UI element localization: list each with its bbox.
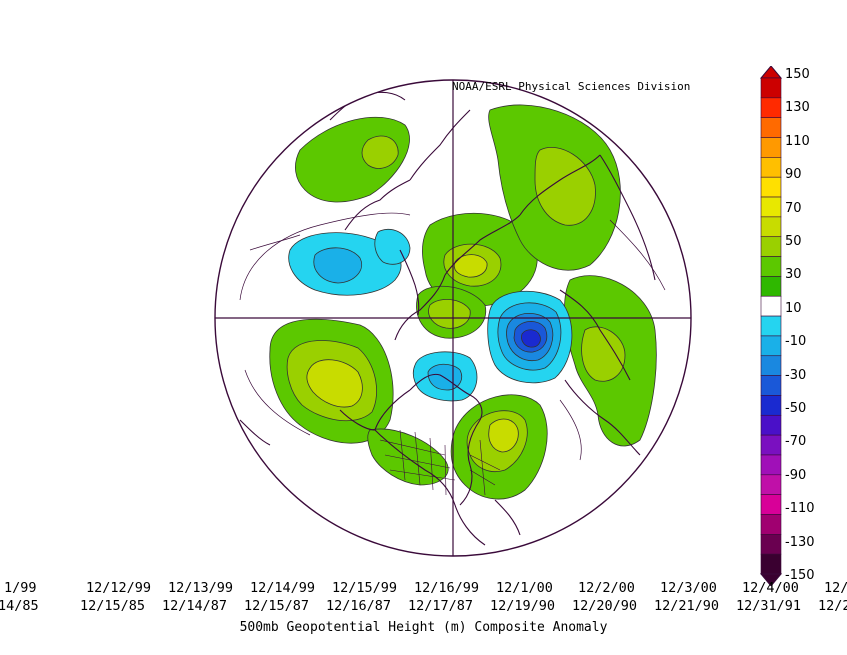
date-label: 12/2/00	[578, 580, 635, 596]
date-label: 12/2	[818, 598, 847, 614]
colorbar-label: -90	[785, 467, 807, 483]
map-boundary	[214, 79, 692, 557]
positive-anomaly-greenland	[416, 212, 538, 339]
date-label: 12/14/99	[250, 580, 316, 596]
colorbar-label: 130	[785, 100, 810, 116]
colorbar-label: 70	[785, 200, 802, 216]
colorbar-swatch	[760, 276, 782, 297]
colorbar-label: 30	[785, 267, 802, 283]
date-label: 12/4/00	[742, 580, 799, 596]
colorbar-swatch	[760, 553, 782, 575]
date-label: 14/85	[0, 598, 39, 614]
date-label: 12/15/87	[244, 598, 310, 614]
colorbar-label: -110	[785, 501, 815, 517]
colorbar-swatch	[760, 315, 782, 337]
dates-row-1: 1/99 12/12/99 12/13/99 12/14/99 12/15/99 12/1…	[0, 580, 847, 598]
date-label: 12/1/00	[496, 580, 553, 596]
colorbar-swatch	[760, 97, 782, 118]
date-label: 12/1/01	[824, 580, 847, 596]
colorbar-swatch	[760, 236, 782, 257]
colorbar-label: -10	[785, 334, 807, 350]
colorbar-label: 10	[785, 300, 802, 316]
credit-text: NOAA/ESRL Physical Sciences Division	[452, 80, 691, 93]
colorbar-label: -70	[785, 434, 807, 450]
date-label: 12/15/99	[332, 580, 398, 596]
positive-anomaly-pacific-north	[295, 116, 410, 203]
date-label: 12/13/99	[168, 580, 234, 596]
colorbar-label: -150	[785, 568, 815, 583]
date-label: 12/31/91	[736, 598, 802, 614]
date-label: 12/21/90	[654, 598, 720, 614]
colorbar-label: -30	[785, 367, 807, 383]
colorbar-swatch	[760, 414, 782, 436]
date-label: 12/3/00	[660, 580, 717, 596]
colorbar-bottom-arrow	[760, 573, 782, 586]
date-label: 12/12/99	[86, 580, 152, 596]
colorbar-swatch	[760, 494, 782, 515]
colorbar-swatch	[760, 514, 782, 535]
colorbar-label: -50	[785, 401, 807, 416]
colorbar-swatch	[760, 395, 782, 416]
colorbar-swatch	[760, 434, 782, 456]
colorbar-swatch	[760, 295, 782, 317]
colorbar-label: 50	[785, 234, 802, 249]
colorbar-label: 90	[785, 167, 802, 183]
colorbar-top-arrow	[760, 66, 782, 79]
date-label: 1/99	[4, 580, 37, 596]
positive-anomaly-north-america	[367, 428, 449, 486]
colorbar-swatch	[760, 137, 782, 158]
map-title: 500mb Geopotential Height (m) Composite …	[239, 620, 608, 635]
colorbar-swatch	[760, 157, 782, 178]
date-label: 12/19/90	[490, 598, 556, 614]
colorbar-swatch	[760, 335, 782, 357]
date-label: 12/20/90	[572, 598, 638, 614]
positive-anomaly-siberia	[488, 104, 621, 271]
colorbar-swatch	[760, 355, 782, 376]
date-label: 12/16/99	[414, 580, 480, 596]
colorbar-swatch	[760, 256, 782, 277]
date-label: 12/14/87	[162, 598, 228, 614]
negative-anomaly-western-russia	[487, 290, 573, 384]
colorbar-swatch	[760, 454, 782, 476]
us-state-borders	[379, 429, 501, 496]
colorbar-label: 150	[785, 67, 810, 82]
date-label: 12/16/87	[326, 598, 392, 614]
colorbar-label: 110	[785, 133, 810, 149]
dates-row-2: 14/85 12/15/85 12/14/87 12/15/87 12/16/87 12/…	[0, 598, 847, 616]
colorbar-swatch	[760, 77, 782, 99]
date-label: 12/17/87	[408, 598, 474, 614]
colorbar-swatch	[760, 375, 782, 396]
continent-outlines	[239, 91, 656, 546]
positive-anomaly-north-pacific	[269, 318, 394, 444]
colorbar-swatch	[760, 196, 782, 218]
negative-anomaly-east-asia	[288, 228, 411, 296]
colorbar	[760, 66, 782, 586]
colorbar-swatch	[760, 474, 782, 495]
polar-map	[214, 79, 692, 557]
zero-contour-lines	[239, 212, 666, 461]
colorbar-label: -130	[785, 534, 815, 550]
colorbar-swatch	[760, 176, 782, 198]
colorbar-swatch	[760, 534, 782, 555]
date-label: 12/15/85	[80, 598, 146, 614]
colorbar-swatch	[760, 117, 782, 138]
colorbar-swatch	[760, 216, 782, 238]
